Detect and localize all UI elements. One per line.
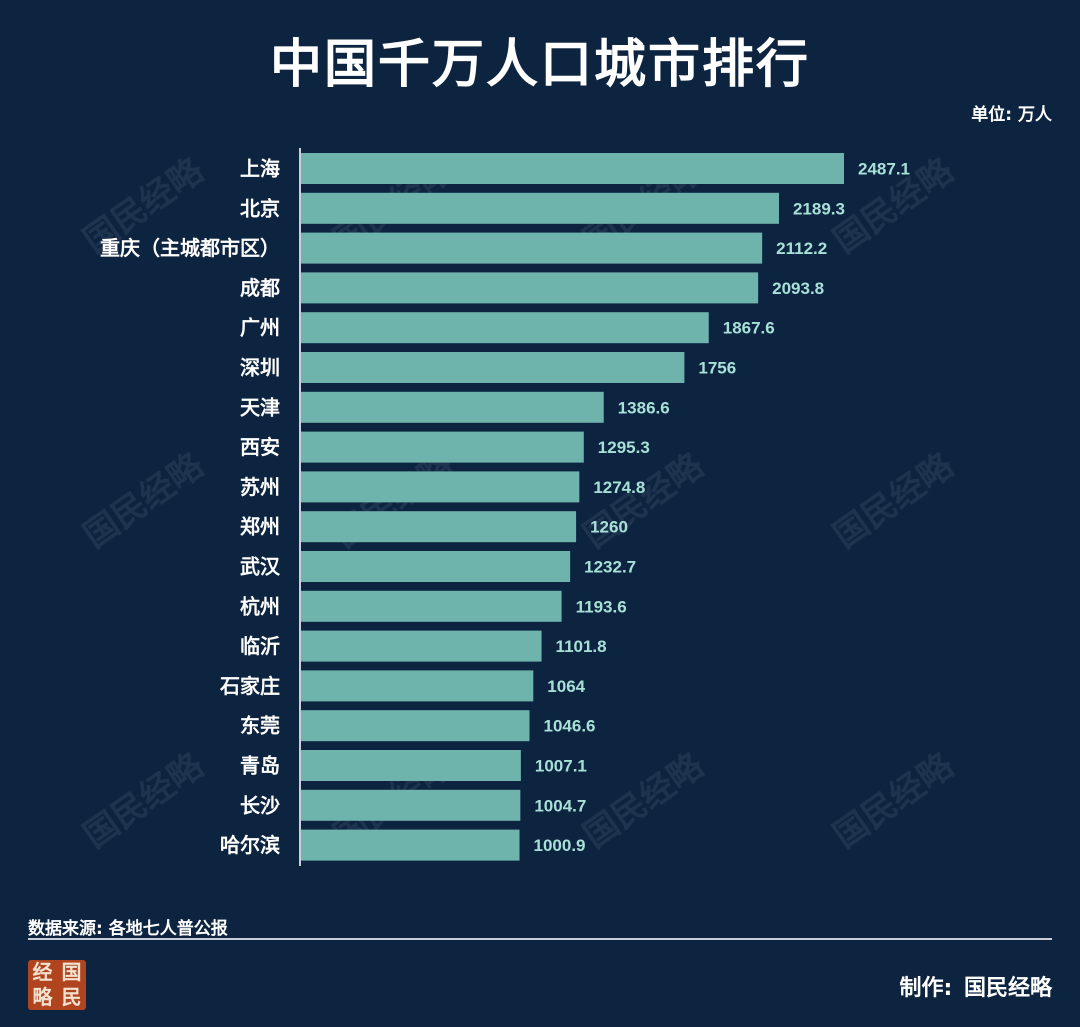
- bar: [301, 789, 521, 821]
- maker-label: 制作:: [899, 976, 953, 1001]
- bar: [301, 471, 580, 503]
- footer-divider: [28, 938, 1052, 940]
- value-label: 2112.2: [776, 239, 827, 258]
- category-label: 苏州: [240, 475, 280, 499]
- value-label: 1274.8: [593, 478, 645, 497]
- value-label: 1046.6: [544, 717, 596, 736]
- maker-name: 国民经略: [963, 976, 1052, 1001]
- value-label: 1232.7: [584, 558, 636, 577]
- watermark-text: 国民经略: [77, 745, 212, 856]
- value-label: 2093.8: [772, 279, 824, 298]
- category-label: 长沙: [240, 793, 280, 817]
- category-label: 上海: [240, 157, 280, 181]
- brand-logo: 经 国 略 民: [28, 960, 86, 1010]
- category-label: 深圳: [240, 356, 280, 380]
- bar: [301, 391, 604, 423]
- bar: [301, 192, 779, 224]
- category-label: 郑州: [240, 515, 280, 539]
- category-label: 重庆（主城都市区）: [100, 236, 280, 260]
- value-label: 1101.8: [556, 637, 607, 656]
- value-label: 1386.6: [618, 398, 670, 417]
- bar: [301, 829, 520, 861]
- value-label: 1295.3: [598, 438, 650, 457]
- category-label: 哈尔滨: [220, 833, 280, 857]
- value-label: 1260: [590, 518, 628, 537]
- watermark-text: 国民经略: [577, 445, 712, 556]
- value-label: 2189.3: [793, 199, 845, 218]
- bar: [301, 232, 763, 264]
- bar: [301, 431, 584, 463]
- bar: [301, 551, 571, 582]
- watermark-text: 国民经略: [577, 745, 712, 856]
- bar-group: 上海 2487.1 北京 2189.3 重庆（主城都市区） 2112.2 成都 2093.8 广…: [100, 153, 910, 861]
- maker-credit: 制作: 国民经略: [900, 970, 1053, 1002]
- value-label: 1007.1: [535, 757, 587, 776]
- category-label: 石家庄: [219, 674, 280, 698]
- watermark-text: 国民经略: [827, 445, 962, 556]
- bar: [301, 312, 709, 344]
- value-label: 1000.9: [534, 836, 586, 855]
- bar: [301, 272, 759, 304]
- logo-char: 略: [32, 985, 53, 1009]
- value-label: 1756: [698, 359, 736, 378]
- category-label: 天津: [240, 395, 280, 419]
- bar: [301, 590, 562, 622]
- bar: [301, 710, 530, 742]
- category-label: 西安: [240, 435, 280, 459]
- logo-char: 经: [32, 960, 53, 984]
- bar: [301, 670, 534, 702]
- logo-char: 国: [61, 960, 82, 984]
- category-label: 广州: [240, 316, 280, 340]
- logo-char: 民: [61, 985, 82, 1009]
- bar: [301, 153, 844, 184]
- category-label: 东莞: [240, 714, 280, 738]
- page-title: 中国千万人口城市排行: [269, 35, 810, 95]
- watermark-text: 国民经略: [827, 745, 962, 856]
- data-source: 数据来源: 各地七人普公报: [28, 919, 228, 939]
- unit-label: 单位: 万人: [971, 105, 1052, 125]
- watermark-text: 国民经略: [77, 445, 212, 556]
- value-label: 1064: [547, 677, 585, 696]
- category-label: 杭州: [240, 594, 280, 618]
- value-label: 1867.6: [723, 319, 775, 338]
- value-label: 1193.6: [576, 597, 627, 616]
- category-label: 武汉: [240, 555, 281, 579]
- bar: [301, 630, 542, 662]
- bar: [301, 750, 521, 781]
- bar: [301, 352, 685, 383]
- category-label: 青岛: [240, 754, 280, 778]
- category-label: 北京: [240, 196, 280, 220]
- category-label: 成都: [240, 276, 280, 300]
- bar: [301, 511, 577, 543]
- category-label: 临沂: [240, 634, 280, 658]
- value-label: 1004.7: [534, 796, 586, 815]
- value-label: 2487.1: [858, 160, 910, 179]
